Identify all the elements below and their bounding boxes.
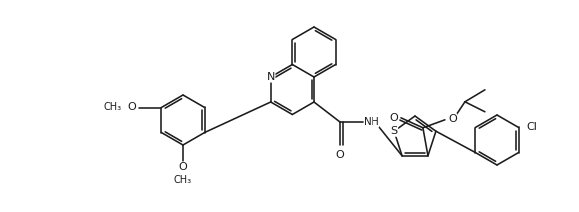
- Text: H: H: [371, 117, 379, 127]
- Text: N: N: [364, 117, 372, 127]
- Text: O: O: [127, 102, 136, 113]
- Text: CH₃: CH₃: [174, 175, 192, 185]
- Text: O: O: [179, 162, 188, 172]
- Text: N: N: [266, 72, 275, 82]
- Text: O: O: [389, 113, 398, 123]
- Text: Cl: Cl: [527, 123, 537, 132]
- Text: O: O: [448, 114, 457, 124]
- Text: S: S: [390, 126, 398, 136]
- Text: O: O: [336, 150, 345, 160]
- Text: CH₃: CH₃: [103, 102, 122, 113]
